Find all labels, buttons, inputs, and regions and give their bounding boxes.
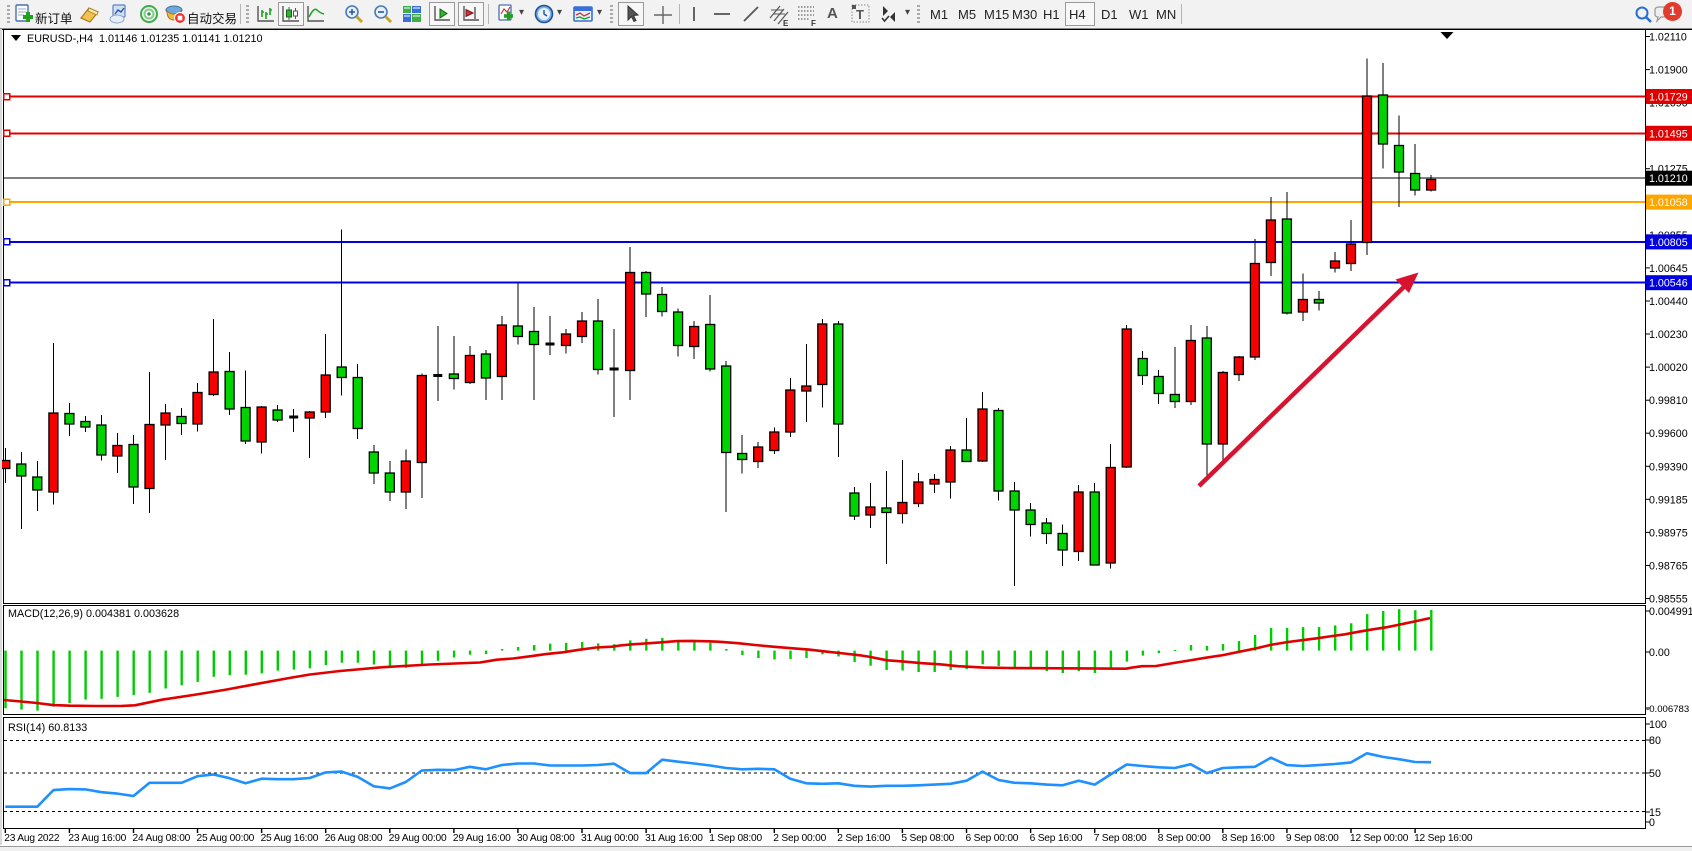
svg-text:2 Sep 00:00: 2 Sep 00:00 (773, 833, 826, 844)
svg-text:30 Aug 08:00: 30 Aug 08:00 (517, 833, 575, 844)
svg-text:0.99600: 0.99600 (1649, 428, 1688, 440)
svg-text:1.02110: 1.02110 (1649, 32, 1687, 44)
svg-text:0.004991: 0.004991 (1649, 606, 1692, 618)
svg-text:80: 80 (1649, 735, 1661, 747)
svg-text:RSI(14) 60.8133: RSI(14) 60.8133 (8, 722, 87, 734)
svg-text:1.01729: 1.01729 (1649, 92, 1688, 104)
svg-text:8 Sep 16:00: 8 Sep 16:00 (1222, 833, 1275, 844)
svg-text:100: 100 (1649, 719, 1667, 731)
svg-text:0.98975: 0.98975 (1649, 527, 1688, 539)
svg-text:6 Sep 16:00: 6 Sep 16:00 (1030, 833, 1083, 844)
svg-text:15: 15 (1649, 807, 1661, 819)
svg-text:1.00805: 1.00805 (1649, 237, 1688, 249)
svg-text:1.01210: 1.01210 (1649, 173, 1688, 185)
svg-text:0.99185: 0.99185 (1649, 494, 1688, 506)
svg-text:24 Aug 08:00: 24 Aug 08:00 (133, 833, 191, 844)
svg-text:12 Sep 16:00: 12 Sep 16:00 (1414, 833, 1473, 844)
svg-text:50: 50 (1649, 768, 1661, 780)
svg-text:6 Sep 00:00: 6 Sep 00:00 (966, 833, 1019, 844)
svg-text:26 Aug 08:00: 26 Aug 08:00 (325, 833, 383, 844)
svg-text:23 Aug 16:00: 23 Aug 16:00 (68, 833, 126, 844)
svg-text:29 Aug 00:00: 29 Aug 00:00 (389, 833, 447, 844)
svg-text:12 Sep 00:00: 12 Sep 00:00 (1350, 833, 1409, 844)
svg-text:0.98765: 0.98765 (1649, 561, 1688, 573)
svg-text:5 Sep 08:00: 5 Sep 08:00 (901, 833, 954, 844)
svg-text:25 Aug 16:00: 25 Aug 16:00 (261, 833, 319, 844)
svg-text:0.00: 0.00 (1649, 647, 1670, 659)
svg-text:1.00230: 1.00230 (1649, 329, 1688, 341)
svg-text:31 Aug 16:00: 31 Aug 16:00 (645, 833, 703, 844)
svg-text:31 Aug 00:00: 31 Aug 00:00 (581, 833, 639, 844)
svg-text:E: E (783, 19, 789, 26)
svg-text:EURUSD-,H4 1.01146 1.01235 1.: EURUSD-,H4 1.01146 1.01235 1.01141 1.012… (27, 33, 263, 45)
svg-text:9 Sep 08:00: 9 Sep 08:00 (1286, 833, 1339, 844)
svg-text:F: F (811, 19, 816, 26)
svg-text:1.00020: 1.00020 (1649, 362, 1688, 374)
svg-text:T: T (856, 7, 864, 22)
svg-text:1.00645: 1.00645 (1649, 263, 1688, 275)
svg-text:1 Sep 08:00: 1 Sep 08:00 (709, 833, 762, 844)
svg-text:1.00440: 1.00440 (1649, 296, 1688, 308)
svg-text:-0.006783: -0.006783 (1646, 704, 1689, 715)
svg-text:0.98555: 0.98555 (1649, 594, 1688, 606)
svg-text:0: 0 (1649, 817, 1655, 829)
svg-text:0.99810: 0.99810 (1649, 395, 1688, 407)
svg-text:2 Sep 16:00: 2 Sep 16:00 (837, 833, 890, 844)
svg-text:1.01900: 1.01900 (1649, 65, 1688, 77)
svg-text:25 Aug 00:00: 25 Aug 00:00 (197, 833, 255, 844)
svg-text:1.01495: 1.01495 (1649, 128, 1688, 140)
svg-text:7 Sep 08:00: 7 Sep 08:00 (1094, 833, 1147, 844)
svg-text:8 Sep 00:00: 8 Sep 00:00 (1158, 833, 1211, 844)
svg-text:0.99390: 0.99390 (1649, 461, 1688, 473)
svg-text:1.01058: 1.01058 (1649, 197, 1688, 209)
svg-text:MACD(12,26,9) 0.004381 0.00362: MACD(12,26,9) 0.004381 0.003628 (8, 608, 179, 620)
svg-text:23 Aug 2022: 23 Aug 2022 (4, 833, 60, 844)
svg-text:29 Aug 16:00: 29 Aug 16:00 (453, 833, 511, 844)
svg-text:1.00546: 1.00546 (1649, 278, 1688, 290)
